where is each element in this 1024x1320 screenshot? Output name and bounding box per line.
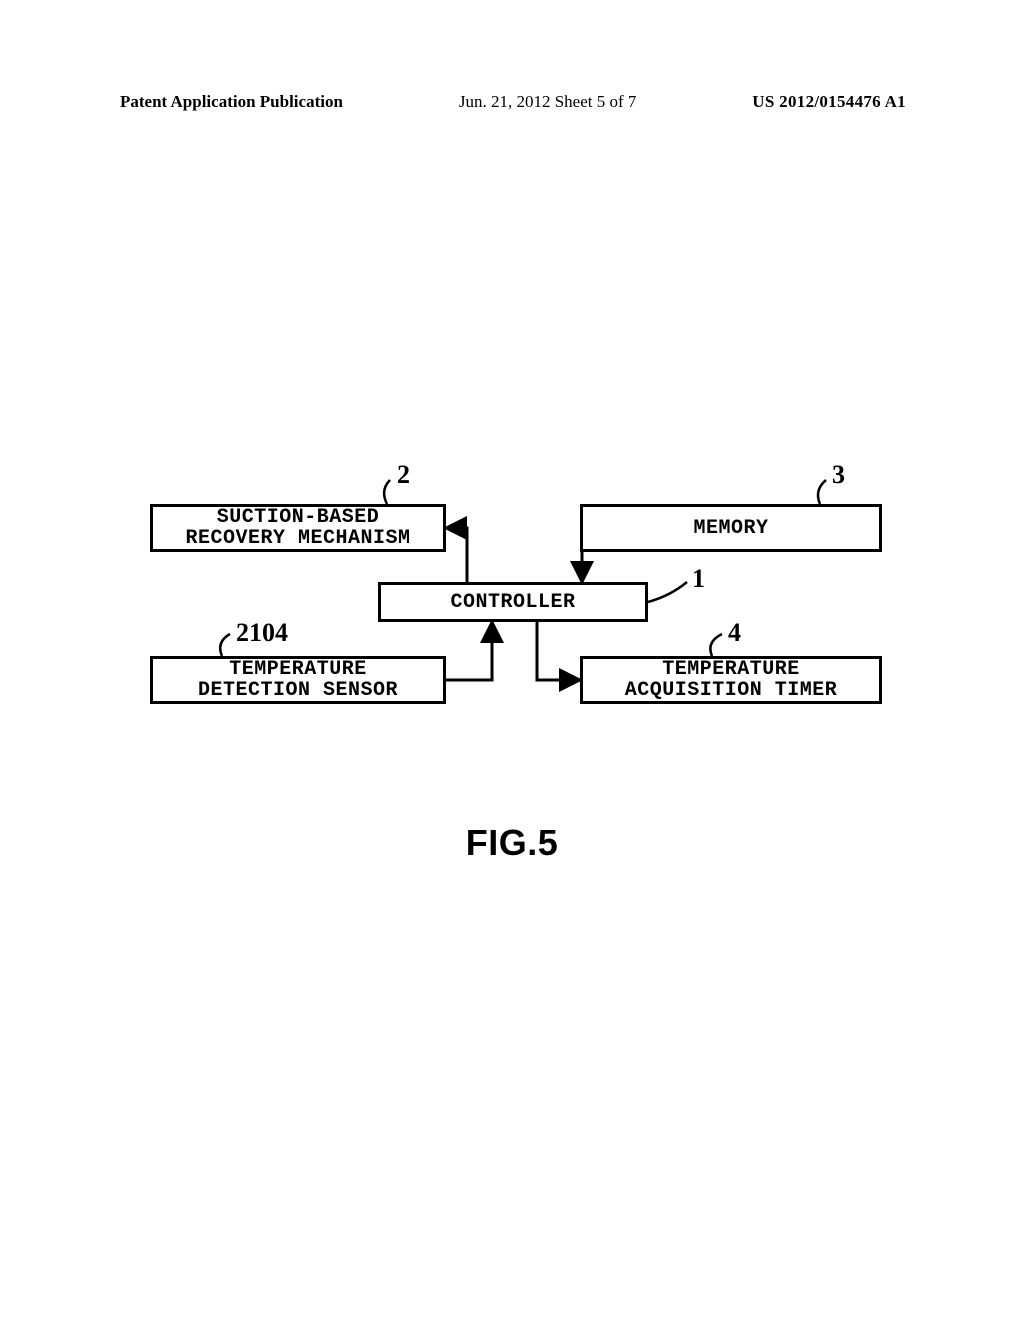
leader-timer [710,634,722,656]
publication-type: Patent Application Publication [120,92,343,112]
connector-overlay [132,486,892,718]
arrow-sensor-to-controller [446,625,492,680]
leader-controller [648,582,687,602]
figure-label: FIG.5 [0,822,1024,864]
leader-sensor [220,634,230,656]
arrow-controller-to-suction [449,528,467,582]
arrow-controller-to-timer [537,622,577,680]
leader-memory [818,480,826,504]
figure-diagram: SUCTION-BASED RECOVERY MECHANISM MEMORY … [132,486,892,718]
page-header: Patent Application Publication Jun. 21, … [0,92,1024,112]
document-number: US 2012/0154476 A1 [752,92,906,112]
sheet-info: Jun. 21, 2012 Sheet 5 of 7 [459,92,637,112]
leader-suction [384,480,390,504]
